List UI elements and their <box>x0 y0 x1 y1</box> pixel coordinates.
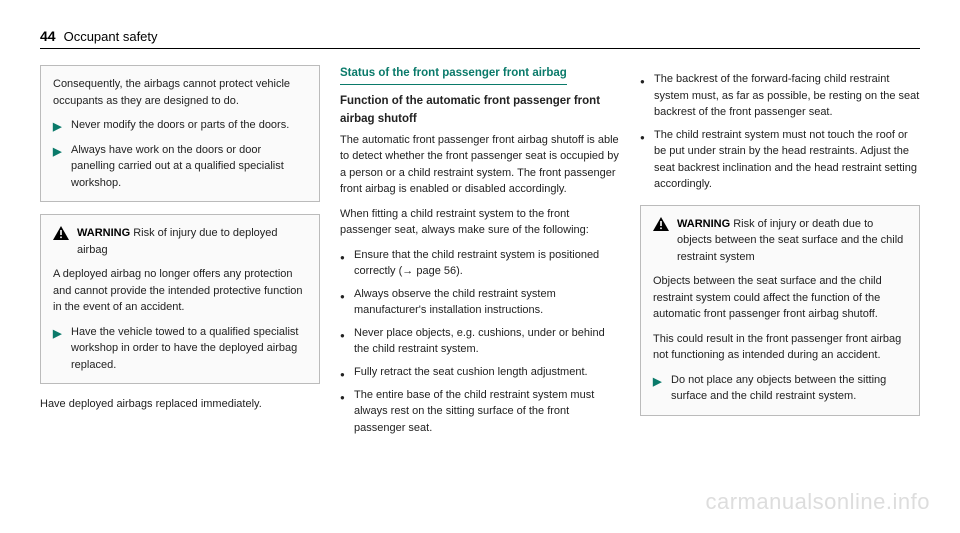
bullet-icon: ● <box>340 330 346 342</box>
bullet-item: ● Always observe the child restraint sys… <box>340 286 620 319</box>
bullet-icon: ● <box>340 392 346 404</box>
col2-para2: When fitting a child restraint system to… <box>340 206 620 239</box>
content-columns: Consequently, the airbags cannot protect… <box>40 65 920 436</box>
warning-label: WARNING <box>677 218 730 230</box>
warning-label: WARNING <box>77 227 130 239</box>
bullet-icon: ● <box>340 252 346 264</box>
bullet-icon: ● <box>640 132 646 144</box>
bullet-item: ● The child restraint system must not to… <box>640 127 920 193</box>
col2-item4: Fully retract the seat cushion length ad… <box>354 364 588 381</box>
warning-box-2: WARNING Risk of injury or death due to o… <box>640 205 920 416</box>
section-title: Status of the front passenger front airb… <box>340 65 567 85</box>
column-1: Consequently, the airbags cannot protect… <box>40 65 320 436</box>
box3-item1: Do not place any objects between the sit… <box>671 372 907 405</box>
arrow-icon: ▶ <box>653 374 663 391</box>
bullet-item: ● Fully retract the seat cushion length … <box>340 364 620 381</box>
warning-triangle-icon <box>53 226 69 240</box>
watermark: carmanualsonline.info <box>705 489 930 515</box>
bullet-item: ● The backrest of the forward-facing chi… <box>640 71 920 121</box>
page-title: Occupant safety <box>64 29 158 44</box>
arrow-item: ▶ Have the vehicle towed to a qualified … <box>53 324 307 374</box>
bullet-icon: ● <box>340 291 346 303</box>
col3-item1: The backrest of the forward-facing child… <box>654 71 920 121</box>
col2-item2: Always observe the child restraint syste… <box>354 286 620 319</box>
page-header: 44 Occupant safety <box>40 28 920 49</box>
box3-para1: Objects between the seat surface and the… <box>653 273 907 323</box>
warning-text-wrap: WARNING Risk of injury or death due to o… <box>677 216 907 266</box>
warning-text-wrap: WARNING Risk of injury due to deployed a… <box>77 225 307 258</box>
arrow-icon: ▶ <box>53 119 63 136</box>
arrow-item: ▶ Do not place any objects between the s… <box>653 372 907 405</box>
col2-para1: The automatic front passenger front airb… <box>340 132 620 198</box>
warning-header: WARNING Risk of injury or death due to o… <box>653 216 907 266</box>
warning-box-1: WARNING Risk of injury due to deployed a… <box>40 214 320 384</box>
col2-item5: The entire base of the child restraint s… <box>354 387 620 437</box>
col2-item1: Ensure that the child restraint system i… <box>354 247 620 280</box>
bullet-icon: ● <box>340 369 346 381</box>
bullet-item: ● Ensure that the child restraint system… <box>340 247 620 280</box>
column-2: Status of the front passenger front airb… <box>340 65 620 436</box>
box2-para: A deployed airbag no longer offers any p… <box>53 266 307 316</box>
box1-intro: Consequently, the airbags cannot protect… <box>53 76 307 109</box>
box2-item1: Have the vehicle towed to a qualified sp… <box>71 324 307 374</box>
bullet-icon: ● <box>640 76 646 88</box>
bullet-item: ● Never place objects, e.g. cushions, un… <box>340 325 620 358</box>
col3-item2: The child restraint system must not touc… <box>654 127 920 193</box>
arrow-icon: ▶ <box>53 326 63 343</box>
box1-item2: Always have work on the doors or door pa… <box>71 142 307 192</box>
col1-outro: Have deployed airbags replaced immediate… <box>40 396 320 413</box>
column-3: ● The backrest of the forward-facing chi… <box>640 65 920 436</box>
warning-header: WARNING Risk of injury due to deployed a… <box>53 225 307 258</box>
sub-title: Function of the automatic front passenge… <box>340 93 620 128</box>
page-number: 44 <box>40 28 56 44</box>
warning-triangle-icon <box>653 217 669 231</box>
box1-item1: Never modify the doors or parts of the d… <box>71 117 289 134</box>
bullet-item: ● The entire base of the child restraint… <box>340 387 620 437</box>
arrow-item: ▶ Never modify the doors or parts of the… <box>53 117 307 136</box>
col2-item3: Never place objects, e.g. cushions, unde… <box>354 325 620 358</box>
arrow-item: ▶ Always have work on the doors or door … <box>53 142 307 192</box>
arrow-icon: ▶ <box>53 144 63 161</box>
info-box-1: Consequently, the airbags cannot protect… <box>40 65 320 202</box>
box3-para2: This could result in the front passenger… <box>653 331 907 364</box>
